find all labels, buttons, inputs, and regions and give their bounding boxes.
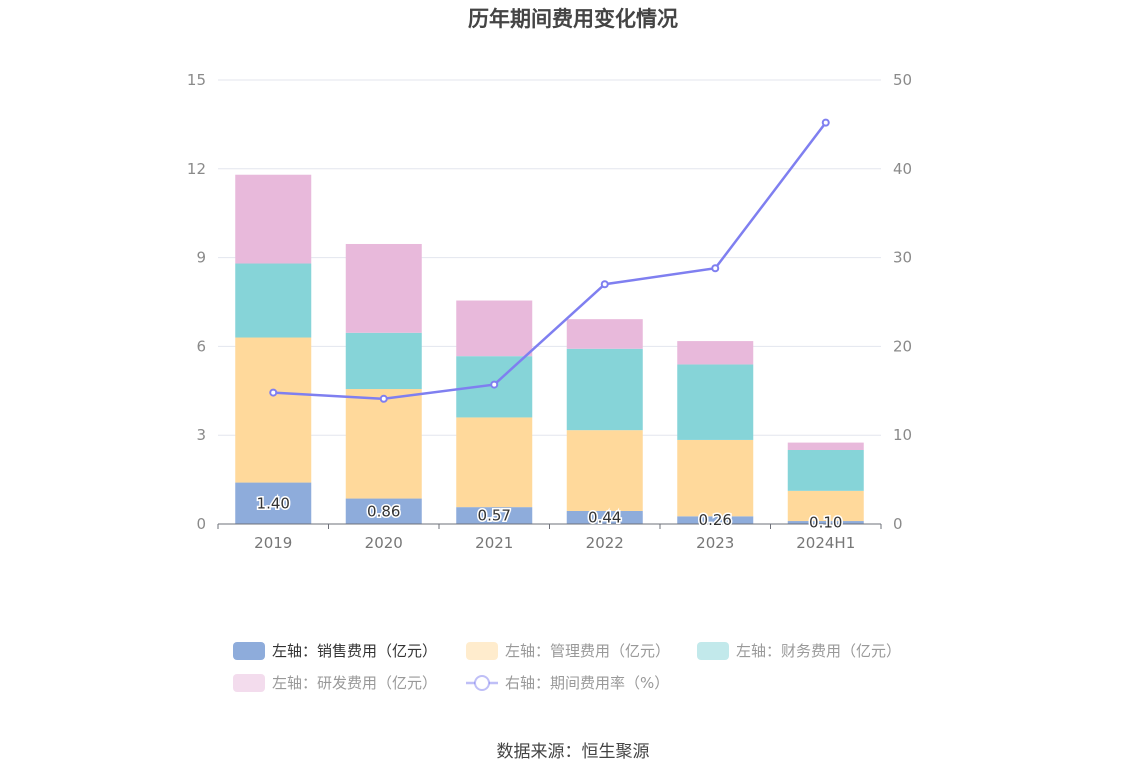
bar-sales <box>566 510 643 524</box>
bar-sales <box>456 507 533 524</box>
left-axis: 0 3 6 9 12 15 <box>187 71 206 533</box>
right-tick-label: 0 <box>893 515 903 533</box>
legend-label: 左轴：销售费用（亿元） <box>272 642 437 660</box>
bar-sales <box>677 516 754 524</box>
rate-point <box>490 380 499 389</box>
legend-item-admin: 左轴：管理费用（亿元） <box>466 642 670 660</box>
right-tick-label: 40 <box>893 160 912 178</box>
grid <box>218 79 881 436</box>
x-tick-label: 2019 <box>254 534 292 552</box>
rate-point <box>821 118 830 127</box>
bar-admin <box>677 439 754 517</box>
data-label: 0.10 <box>809 514 842 532</box>
x-tick-label: 2020 <box>365 534 403 552</box>
data-label: 0.26 <box>699 511 732 529</box>
bar-admin <box>787 490 864 522</box>
legend-marker <box>474 675 490 691</box>
source-note: 数据来源：恒生聚源 <box>497 742 650 762</box>
legend-item-rnd: 左轴：研发费用（亿元） <box>233 674 437 692</box>
right-tick-label: 30 <box>893 249 912 267</box>
x-tick-label: 2024H1 <box>796 534 855 552</box>
x-tick-label: 2023 <box>696 534 734 552</box>
legend-label: 左轴：研发费用（亿元） <box>272 674 437 692</box>
rate-point <box>711 264 720 273</box>
bar-finance <box>566 348 643 431</box>
legend-swatch <box>233 642 265 660</box>
bar-admin <box>235 337 312 483</box>
rate-line-path <box>273 121 827 401</box>
bar-rnd <box>456 300 533 357</box>
data-label: 1.40 <box>257 494 290 512</box>
rate-point <box>379 394 388 403</box>
x-tick-label: 2021 <box>475 534 513 552</box>
legend-item-rate: 右轴：期间费用率（%） <box>466 674 669 692</box>
data-label: 0.86 <box>367 502 400 520</box>
bar-rnd <box>235 174 312 264</box>
bar-admin <box>566 430 643 511</box>
legend-label: 左轴：管理费用（亿元） <box>505 642 670 660</box>
rate-point <box>600 280 609 289</box>
legend-swatch <box>466 642 498 660</box>
bar-sales <box>787 521 864 524</box>
data-labels: 1.40 0.86 0.57 0.44 0.26 0.10 <box>255 493 844 533</box>
bar-finance <box>345 332 422 390</box>
bar-admin <box>456 417 533 508</box>
bars <box>235 174 864 524</box>
right-tick-label: 50 <box>893 71 912 89</box>
legend-swatch <box>697 642 729 660</box>
chart-title: 历年期间费用变化情况 <box>468 7 678 31</box>
bar-finance <box>235 263 312 338</box>
bar-sales <box>345 498 422 524</box>
left-tick-label: 3 <box>196 426 206 444</box>
left-tick-label: 6 <box>196 337 206 355</box>
bar-rnd <box>677 341 754 365</box>
legend-label: 右轴：期间费用率（%） <box>505 674 669 692</box>
bar-finance <box>677 364 754 440</box>
x-tick-label: 2022 <box>586 534 624 552</box>
legend-label: 左轴：财务费用（亿元） <box>736 642 901 660</box>
bar-finance <box>787 450 864 491</box>
right-axis: 0 10 20 30 40 50 <box>893 71 912 533</box>
legend: 左轴：销售费用（亿元） 左轴：管理费用（亿元） 左轴：财务费用（亿元） 左轴：研发费用… <box>233 642 901 692</box>
bar-rnd <box>566 319 643 349</box>
data-label: 0.44 <box>588 508 621 526</box>
right-tick-label: 10 <box>893 426 912 444</box>
data-label: 0.57 <box>478 507 511 525</box>
left-tick-label: 0 <box>196 515 206 533</box>
bar-rnd <box>787 442 864 450</box>
bar-rnd <box>345 243 422 333</box>
legend-item-sales: 左轴：销售费用（亿元） <box>233 642 437 660</box>
legend-item-finance: 左轴：财务费用（亿元） <box>697 642 901 660</box>
right-tick-label: 20 <box>893 337 912 355</box>
legend-swatch <box>233 674 265 692</box>
left-tick-label: 12 <box>187 160 206 178</box>
x-axis: 2019 2020 2021 2022 2023 2024H1 <box>217 523 882 552</box>
rate-line <box>269 118 830 403</box>
bar-admin <box>345 389 422 499</box>
rate-point <box>269 388 278 397</box>
left-tick-label: 9 <box>196 249 206 267</box>
left-tick-label: 15 <box>187 71 206 89</box>
bar-sales <box>235 482 312 524</box>
